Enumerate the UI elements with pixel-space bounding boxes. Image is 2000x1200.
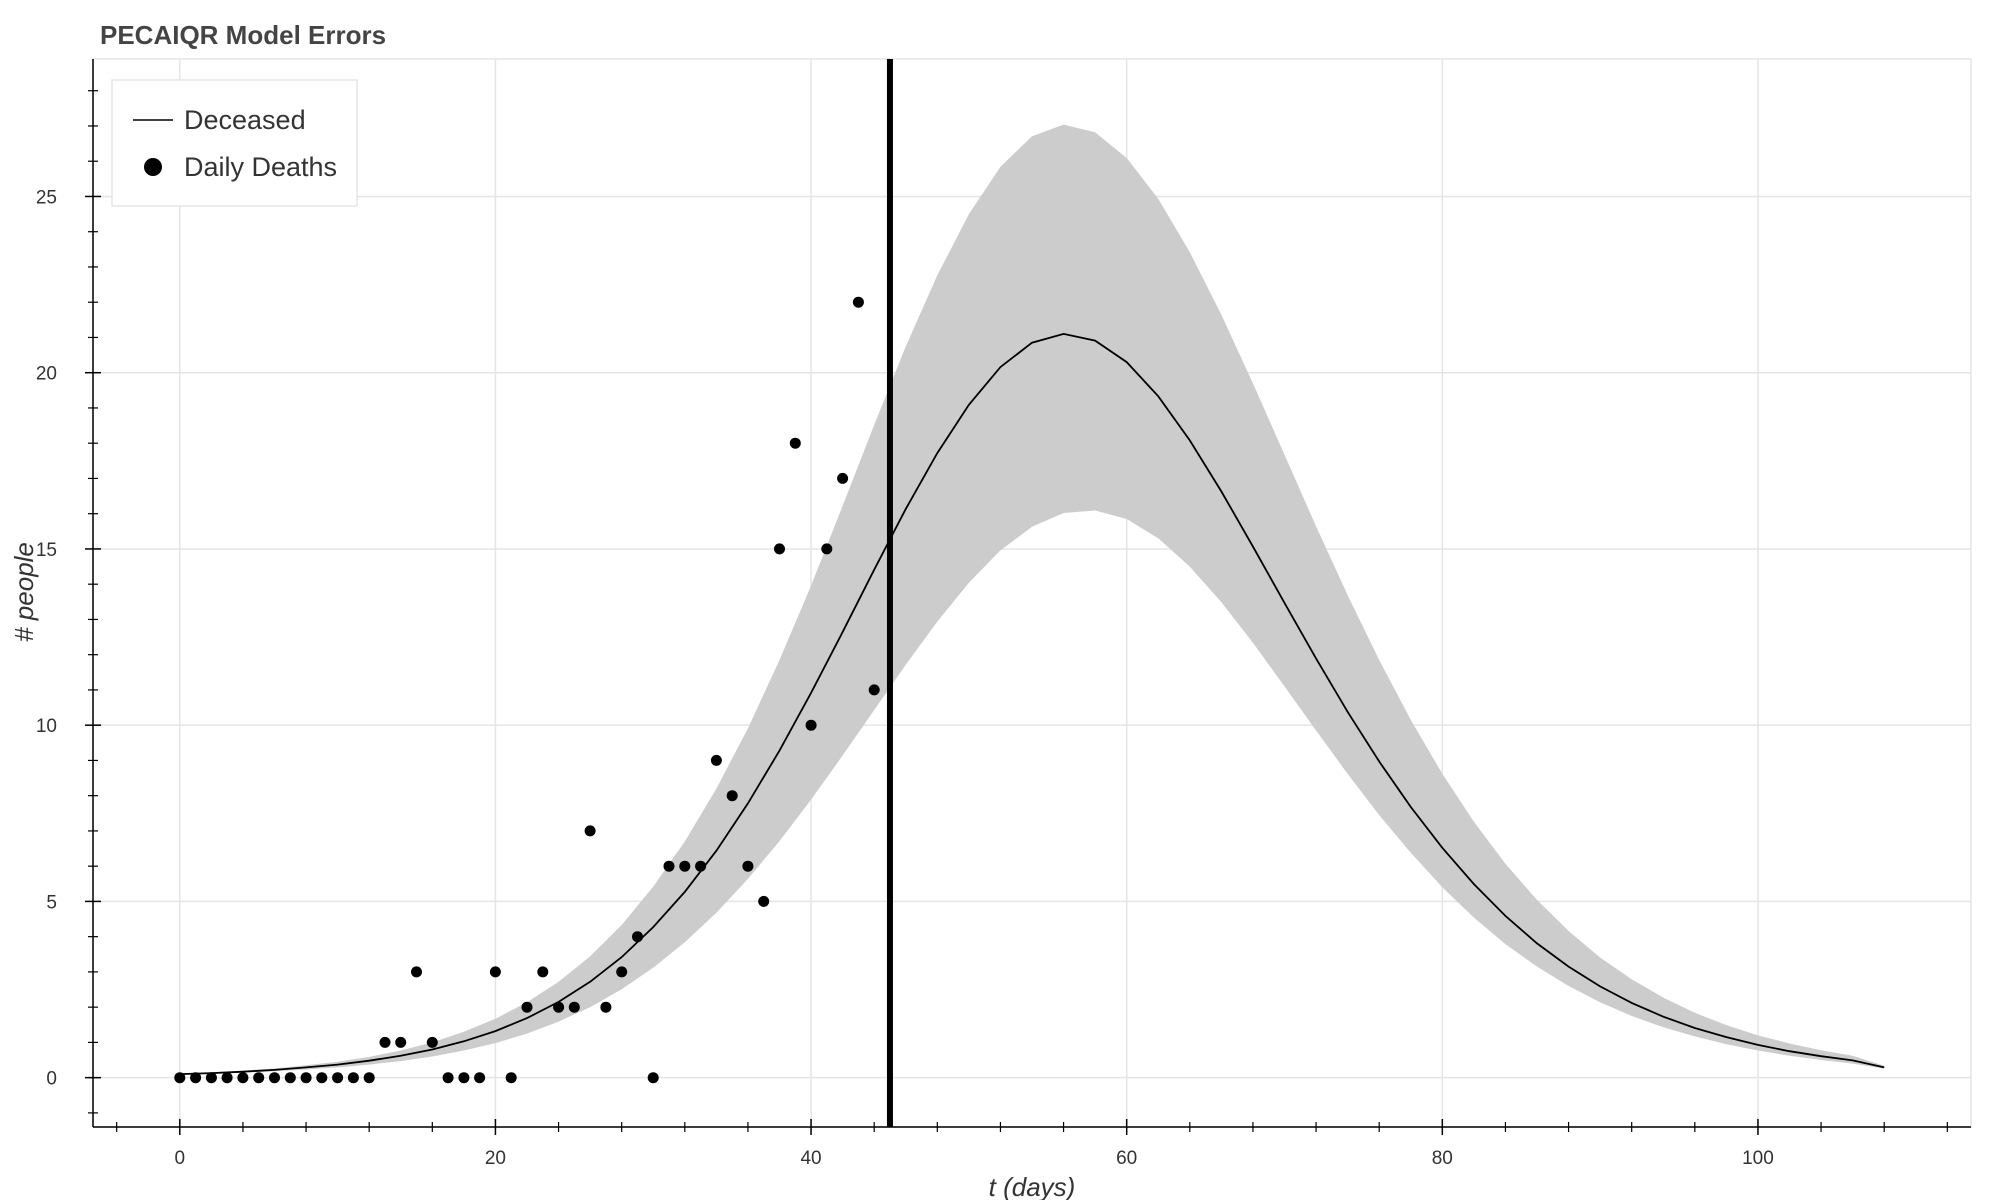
x-tick-label: 20 bbox=[485, 1148, 506, 1169]
daily-death-point bbox=[253, 1072, 265, 1084]
daily-death-point bbox=[789, 437, 801, 449]
daily-death-point bbox=[553, 1001, 565, 1013]
daily-death-point bbox=[442, 1072, 454, 1084]
daily-death-point bbox=[474, 1072, 486, 1084]
daily-death-point bbox=[505, 1072, 517, 1084]
x-tick-label: 60 bbox=[1116, 1148, 1137, 1169]
daily-death-point bbox=[426, 1036, 438, 1048]
daily-death-point bbox=[237, 1072, 249, 1084]
legend-dot-marker bbox=[144, 158, 162, 176]
deceased-line bbox=[179, 332, 1885, 1075]
x-tick-label: 0 bbox=[175, 1148, 186, 1169]
x-tick-label: 100 bbox=[1742, 1148, 1774, 1169]
daily-death-point bbox=[521, 1001, 533, 1013]
daily-death-point bbox=[758, 895, 770, 907]
deceased-line-layer bbox=[179, 332, 1885, 1075]
daily-death-point bbox=[726, 790, 738, 802]
daily-death-point bbox=[347, 1072, 359, 1084]
axes: 0 20 40 60 80 100 0 5 10 15 20 25 bbox=[36, 59, 1971, 1169]
daily-death-point bbox=[632, 931, 643, 943]
legend-label-deceased: Deceased bbox=[184, 105, 306, 135]
x-tick-label: 80 bbox=[1432, 1148, 1453, 1169]
daily-death-point bbox=[269, 1072, 280, 1084]
daily-death-point bbox=[600, 1001, 612, 1013]
confidence-band-layer bbox=[179, 124, 1885, 1075]
x-axis-label: t (days) bbox=[989, 1172, 1076, 1200]
daily-death-point bbox=[821, 543, 833, 555]
daily-death-point bbox=[584, 825, 596, 837]
daily-death-point bbox=[647, 1072, 659, 1084]
daily-death-point bbox=[852, 296, 864, 308]
daily-death-point bbox=[174, 1072, 186, 1084]
daily-death-point bbox=[868, 684, 880, 696]
daily-death-point bbox=[663, 860, 675, 872]
y-tick-label: 15 bbox=[36, 540, 57, 561]
daily-death-point bbox=[205, 1072, 217, 1084]
y-axis-label: # people bbox=[9, 542, 39, 642]
confidence-band bbox=[179, 124, 1885, 1075]
daily-death-point bbox=[363, 1072, 375, 1084]
daily-death-point bbox=[710, 754, 722, 766]
y-tick-label: 0 bbox=[46, 1069, 57, 1090]
daily-death-point bbox=[458, 1072, 470, 1084]
daily-death-point bbox=[742, 860, 754, 872]
daily-death-point bbox=[411, 966, 422, 978]
y-tick-label: 25 bbox=[36, 187, 57, 208]
daily-death-point bbox=[300, 1072, 312, 1084]
y-tick-label: 5 bbox=[46, 892, 57, 913]
y-tick-label: 10 bbox=[36, 716, 57, 737]
grid bbox=[93, 59, 1971, 1127]
daily-death-point bbox=[190, 1072, 202, 1084]
legend-label-daily-deaths: Daily Deaths bbox=[184, 152, 337, 182]
y-tick-label: 20 bbox=[36, 364, 57, 385]
daily-death-point bbox=[616, 966, 628, 978]
daily-death-point bbox=[332, 1072, 344, 1084]
daily-death-point bbox=[379, 1036, 391, 1048]
daily-death-point bbox=[221, 1072, 233, 1084]
daily-death-point bbox=[837, 472, 849, 484]
daily-death-point bbox=[316, 1072, 328, 1084]
daily-death-point bbox=[568, 1001, 580, 1013]
daily-death-point bbox=[679, 860, 691, 872]
daily-death-point bbox=[395, 1036, 407, 1048]
daily-death-point bbox=[695, 860, 707, 872]
chart-title: PECAIQR Model Errors bbox=[100, 20, 386, 50]
daily-death-point bbox=[489, 966, 501, 978]
daily-death-point bbox=[537, 966, 549, 978]
x-tick-label: 40 bbox=[800, 1148, 821, 1169]
daily-deaths-layer bbox=[174, 296, 880, 1084]
daily-death-point bbox=[805, 719, 817, 731]
legend-box bbox=[111, 79, 358, 207]
legend: Deceased Daily Deaths bbox=[111, 79, 358, 207]
daily-death-point bbox=[284, 1072, 296, 1084]
daily-death-point bbox=[774, 543, 785, 555]
